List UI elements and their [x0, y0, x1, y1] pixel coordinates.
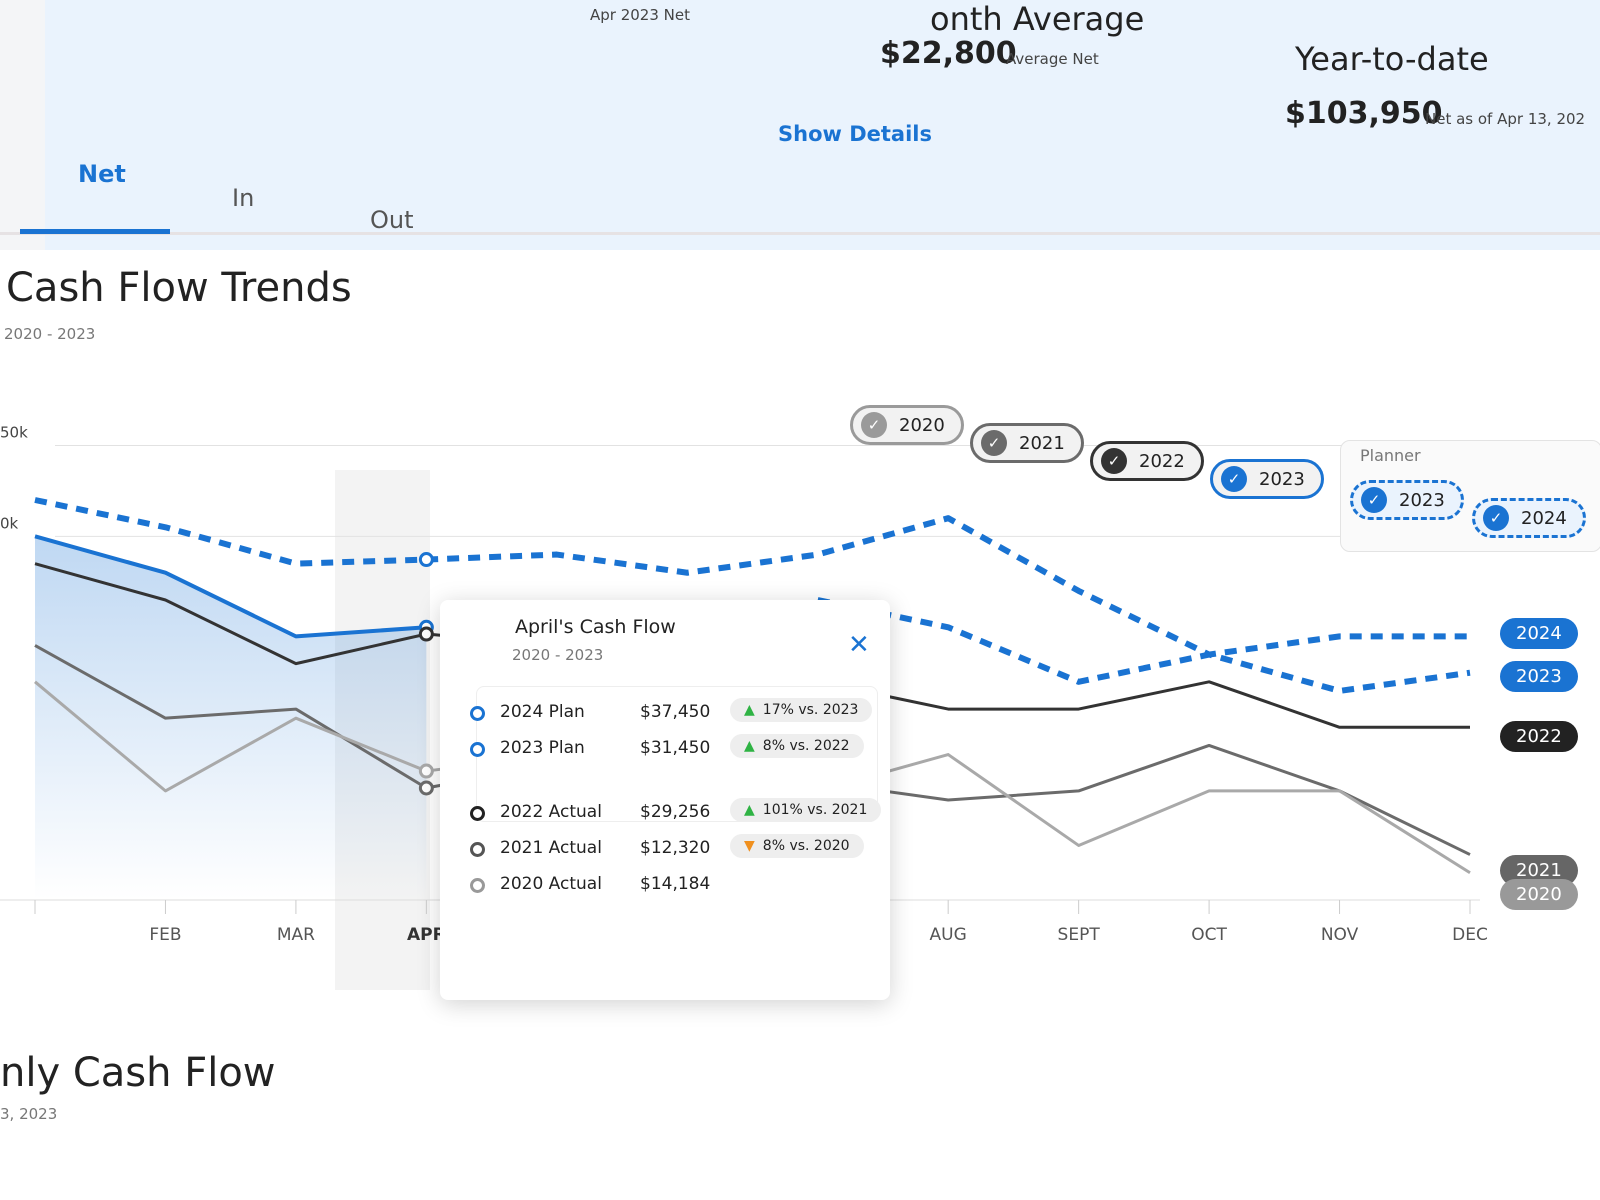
summary-label: Average Net	[1006, 50, 1099, 68]
row-value: $14,184	[640, 874, 711, 894]
tab[interactable]: In	[232, 184, 255, 212]
row-name: 2020 Actual	[500, 874, 602, 894]
series-line	[34, 534, 427, 639]
x-tick-label: FEB	[149, 925, 181, 945]
series-dot	[470, 842, 485, 857]
section-subtitle: 3, 2023	[0, 1105, 58, 1123]
badge-text: 8% vs. 2022	[762, 738, 850, 754]
row-badge: ▼ 8% vs. 2020	[730, 834, 864, 858]
row-value: $29,256	[640, 802, 711, 822]
trend-arrow: ▼	[744, 838, 755, 854]
series-dot	[470, 806, 485, 821]
y-tick-label: 0k	[0, 514, 19, 532]
area	[35, 536, 427, 900]
legend-chip[interactable]: ✓ 2021	[970, 423, 1084, 463]
tab-indicator	[20, 229, 170, 234]
tab[interactable]: Net	[78, 160, 126, 188]
hover-point	[418, 626, 434, 642]
summary-value: $22,800	[880, 36, 1017, 71]
end-label: 2022	[1500, 721, 1578, 753]
x-tick-label: MAR	[277, 925, 315, 945]
tooltip-row: 2024 Plan $37,450 ▲ 17% vs. 2023	[440, 696, 890, 730]
section-title: nly Cash Flow	[0, 1050, 276, 1096]
tooltip-row: 2022 Actual $29,256 ▲ 101% vs. 2021	[440, 796, 890, 830]
trend-arrow: ▲	[744, 738, 755, 754]
check-icon: ✓	[1221, 466, 1247, 492]
summary-strip	[45, 0, 1600, 250]
hover-point	[418, 763, 434, 779]
x-tick-label: OCT	[1191, 925, 1227, 945]
x-tick-label: NOV	[1321, 925, 1359, 945]
series-dot	[470, 878, 485, 893]
show-details[interactable]: Show Details	[778, 122, 932, 146]
legend-label: 2023	[1399, 489, 1445, 511]
check-icon: ✓	[981, 430, 1007, 456]
check-icon: ✓	[1483, 505, 1509, 531]
close-button[interactable]: ✕	[848, 630, 870, 660]
series-line	[34, 497, 1470, 658]
chart-title: Cash Flow Trends	[6, 265, 352, 311]
check-icon: ✓	[1361, 487, 1387, 513]
tab-divider	[0, 232, 1600, 235]
x-tick-label: DEC	[1452, 925, 1488, 945]
planner-title: Planner	[1360, 446, 1421, 465]
badge-text: 8% vs. 2020	[762, 838, 850, 854]
x-tick-label: APR	[407, 925, 446, 945]
check-icon: ✓	[861, 412, 887, 438]
badge-text: 17% vs. 2023	[762, 702, 859, 718]
y-tick-label: 50k	[0, 423, 28, 441]
check-icon: ✓	[1101, 448, 1127, 474]
badge-text: 101% vs. 2021	[762, 802, 868, 818]
series-line	[817, 597, 1471, 694]
summary-label: Apr 2023 Net	[590, 6, 690, 24]
row-value: $12,320	[640, 838, 711, 858]
tooltip-title: April's Cash Flow	[515, 616, 676, 638]
summary-value: $103,950	[1285, 96, 1443, 131]
row-value: $31,450	[640, 738, 711, 758]
x-tick-label: AUG	[930, 925, 967, 945]
hover-point	[418, 552, 434, 568]
planner-chip[interactable]: ✓ 2023	[1350, 480, 1464, 520]
end-label: 2023	[1500, 660, 1578, 692]
row-badge: ▲ 8% vs. 2022	[730, 734, 864, 758]
trend-arrow: ▲	[744, 702, 755, 718]
summary-title: Year-to-date	[1295, 40, 1489, 78]
tab[interactable]: Out	[370, 206, 414, 234]
row-badge: ▲ 17% vs. 2023	[730, 698, 873, 722]
legend-label: 2023	[1259, 468, 1305, 490]
series-dot	[470, 706, 485, 721]
chart-subtitle: 2020 - 2023	[4, 325, 96, 343]
series-dot	[470, 742, 485, 757]
tooltip-row: 2020 Actual $14,184	[440, 868, 890, 902]
tooltip-row: 2021 Actual $12,320 ▼ 8% vs. 2020	[440, 832, 890, 866]
planner-chip[interactable]: ✓ 2024	[1472, 498, 1586, 538]
summary-label: Net as of Apr 13, 202	[1425, 110, 1586, 128]
hover-point	[418, 780, 434, 796]
legend-chip[interactable]: ✓ 2023	[1210, 459, 1324, 499]
row-name: 2024 Plan	[500, 702, 585, 722]
end-label: 2024	[1500, 618, 1578, 650]
tooltip-row: 2023 Plan $31,450 ▲ 8% vs. 2022	[440, 732, 890, 766]
row-value: $37,450	[640, 702, 711, 722]
end-label: 2020	[1500, 878, 1578, 910]
summary-title: onth Average	[930, 0, 1145, 38]
legend-chip[interactable]: ✓ 2020	[850, 405, 964, 445]
legend-label: 2024	[1521, 507, 1567, 529]
row-name: 2023 Plan	[500, 738, 585, 758]
x-tick-label: SEPT	[1058, 925, 1101, 945]
legend-label: 2022	[1139, 450, 1185, 472]
row-badge: ▲ 101% vs. 2021	[730, 798, 882, 822]
legend-label: 2020	[899, 414, 945, 436]
tooltip-subtitle: 2020 - 2023	[512, 646, 604, 664]
chart: 50k0kFEBMARAPRMAYJUNJULAUGSEPTOCTNOVDEC	[0, 423, 1600, 990]
tooltip: April's Cash Flow 2020 - 2023 ✕ 2024 Pla…	[440, 600, 890, 1000]
legend-label: 2021	[1019, 432, 1065, 454]
legend-chip[interactable]: ✓ 2022	[1090, 441, 1204, 481]
trend-arrow: ▲	[744, 802, 755, 818]
row-name: 2022 Actual	[500, 802, 602, 822]
row-name: 2021 Actual	[500, 838, 602, 858]
